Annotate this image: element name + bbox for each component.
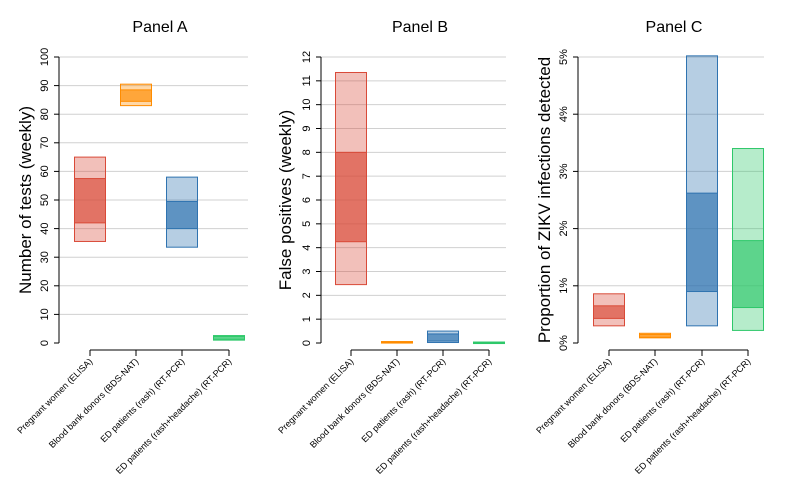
category-label: Blood bank donors (BDS-NAT): [566, 356, 660, 450]
panel-3: Panel C 0% 1% 2% 3% 4% 5%Proportion of ZIKV in…: [534, 19, 764, 476]
y-tick-label: 0: [39, 340, 51, 346]
y-tick-label: 100: [39, 48, 51, 66]
inner-range-bar: [427, 333, 459, 342]
category-label: ED patients (rash) (RT-PCR): [359, 356, 447, 444]
inner-range-bar: [74, 178, 106, 224]
panel-title: Panel A: [132, 19, 187, 36]
y-tick-label: 12: [301, 51, 313, 63]
panel-1: Panel A 0 10 20 30 40 50 60 70 80 90 100 Number of t…: [15, 19, 248, 476]
y-tick-label: 10: [301, 99, 313, 111]
inner-range-bar: [381, 341, 413, 344]
inner-range-bar: [335, 151, 367, 243]
y-tick-label: 11: [301, 75, 313, 86]
y-tick-label: 80: [39, 108, 51, 120]
y-tick-label: 60: [39, 165, 51, 177]
y-tick-label: 30: [39, 251, 51, 263]
y-tick-label: 50: [39, 194, 51, 206]
y-tick-label: 90: [39, 79, 51, 91]
category-label: Pregnant women (ELISA): [534, 356, 613, 435]
y-tick-label: 1%: [558, 278, 570, 294]
y-tick-label: 2: [301, 292, 313, 298]
y-tick-label: 4%: [558, 106, 570, 122]
y-tick-label: 7: [301, 173, 313, 179]
y-tick-label: 9: [301, 125, 313, 131]
y-tick-label: 20: [39, 280, 51, 292]
y-tick-label: 4: [301, 245, 313, 251]
category-label: Pregnant women (ELISA): [15, 356, 94, 435]
category-label: ED patients (rash) (RT-PCR): [618, 356, 706, 444]
panel-title: Panel B: [392, 19, 448, 36]
y-tick-label: 8: [301, 149, 313, 155]
y-tick-label: 5: [301, 221, 313, 227]
inner-range-bar: [213, 335, 245, 340]
inner-range-bar: [732, 240, 764, 309]
y-tick-label: 40: [39, 222, 51, 234]
y-tick-label: 10: [39, 308, 51, 320]
inner-range-bar: [593, 305, 625, 319]
y-axis-label: Number of tests (weekly): [16, 106, 35, 294]
panel-title: Panel C: [646, 19, 703, 36]
y-tick-label: 3: [301, 268, 313, 274]
inner-range-bar: [120, 89, 152, 102]
y-tick-label: 2%: [558, 220, 570, 236]
category-label: Blood bank donors (BDS-NAT): [47, 356, 141, 450]
y-tick-label: 6: [301, 197, 313, 203]
inner-range-bar: [473, 341, 505, 344]
y-tick-label: 0: [301, 340, 313, 346]
inner-range-bar: [166, 200, 198, 230]
inner-range-bar: [686, 192, 718, 293]
y-tick-label: 0%: [558, 335, 570, 351]
category-label: Pregnant women (ELISA): [276, 356, 355, 435]
y-tick-label: 5%: [558, 49, 570, 65]
y-tick-label: 70: [39, 137, 51, 149]
y-axis-label: False positives (weekly): [276, 110, 295, 290]
category-label: Blood bank donors (BDS-NAT): [308, 356, 402, 450]
y-axis-label: Proportion of ZIKV infections detected: [535, 57, 554, 343]
category-label: ED patients (rash) (RT-PCR): [98, 356, 186, 444]
inner-range-bar: [639, 333, 671, 338]
y-tick-label: 1: [301, 316, 313, 322]
y-tick-label: 3%: [558, 163, 570, 179]
